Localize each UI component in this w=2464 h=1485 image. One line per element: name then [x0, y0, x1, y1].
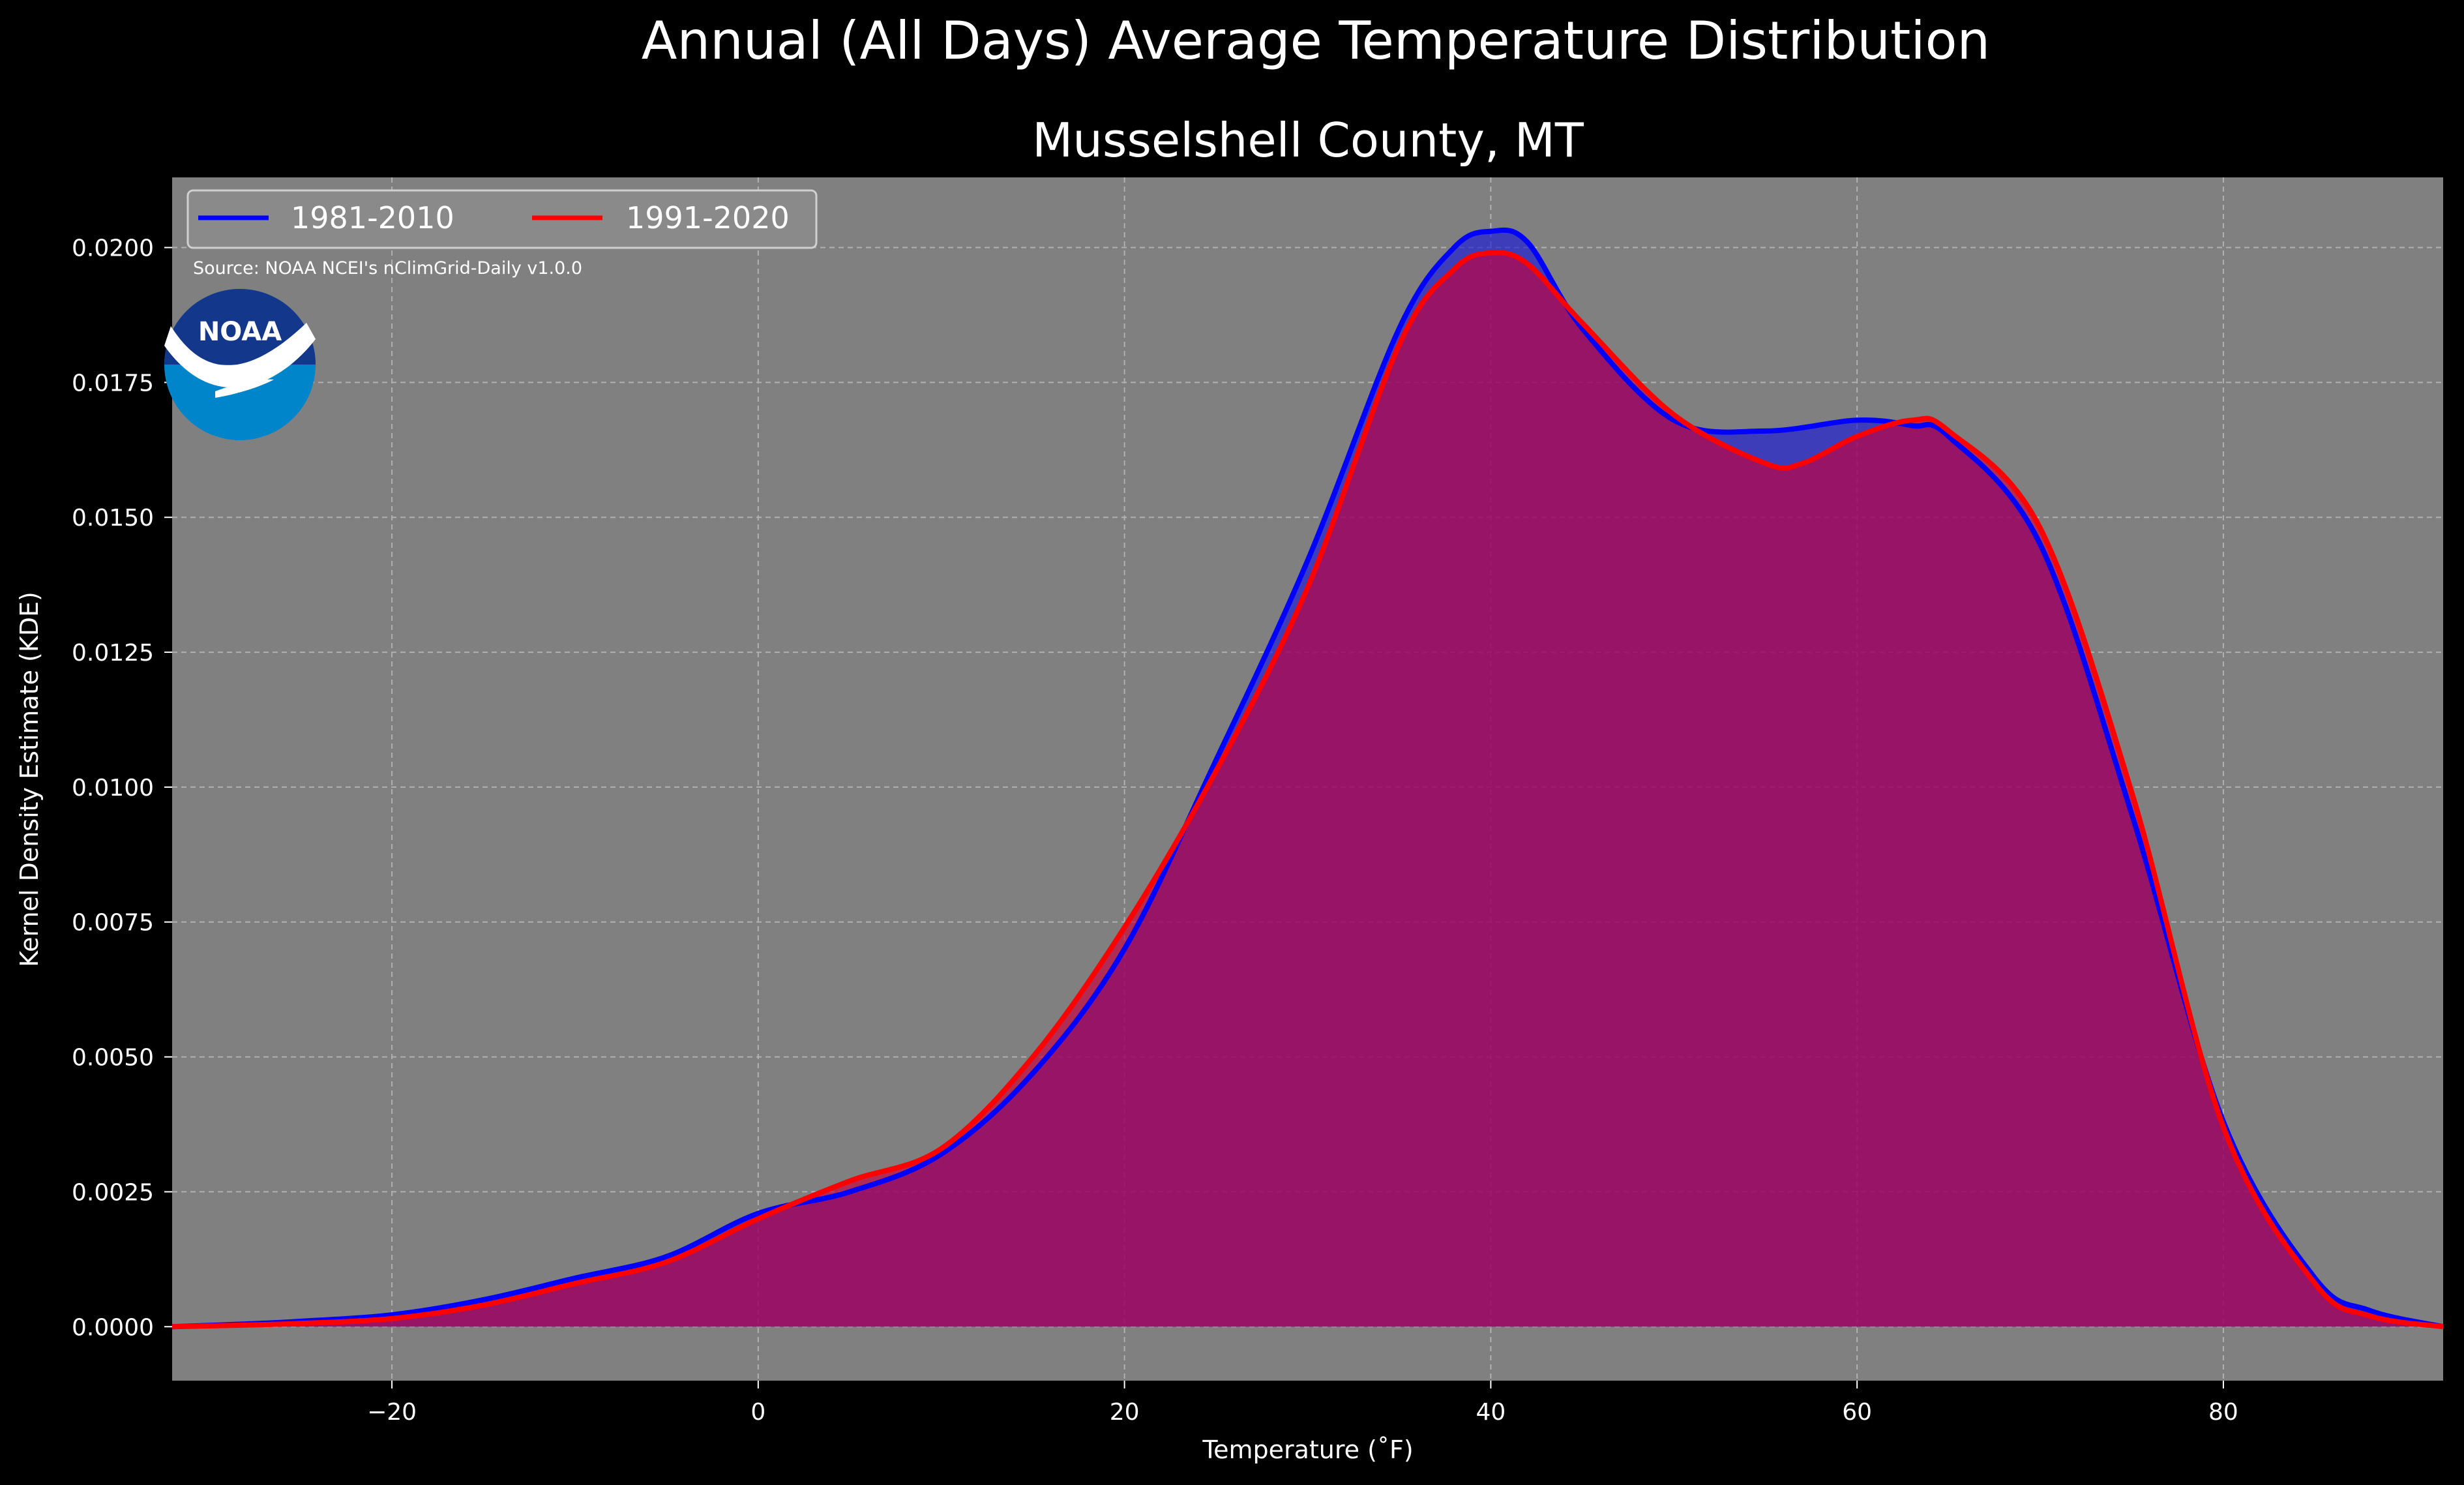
y-tick-label-7: 0.0175: [72, 370, 154, 397]
chart-title: Annual (All Days) Average Temperature Di…: [642, 10, 1990, 71]
x-tick-label-5: 80: [2208, 1399, 2238, 1426]
y-tick-label-3: 0.0075: [72, 910, 154, 937]
legend: 1981-2010 1991-2020: [186, 189, 818, 249]
y-axis-label: Kernel Density Estimate (KDE): [15, 592, 44, 967]
series-line-1991-2020: [172, 250, 2443, 1330]
y-tick-label-5: 0.0125: [72, 640, 154, 667]
y-tick-label-8: 0.0200: [72, 235, 154, 262]
legend-label-1991-2020: 1991-2020: [626, 200, 790, 235]
legend-label-1981-2010: 1981-2010: [291, 200, 454, 235]
y-axis-ticks: 0.0000 0.0025 0.0050 0.0075 0.0100 0.0125 0.01…: [72, 235, 172, 1341]
x-tick-label-0: −20: [367, 1399, 417, 1426]
series-area-1991-2020: [172, 252, 2443, 1327]
noaa-logo: NOAA: [164, 289, 316, 440]
source-note: Source: NOAA NCEI's nClimGrid-Daily v1.0…: [193, 258, 582, 278]
x-tick-label-3: 40: [1476, 1399, 1506, 1426]
legend-box: [186, 189, 818, 249]
x-tick-label-1: 0: [750, 1399, 765, 1426]
y-tick-label-2: 0.0050: [72, 1045, 154, 1072]
x-axis-ticks: −20 0 20 40 60 80: [367, 1381, 2238, 1426]
x-tick-label-4: 60: [1842, 1399, 1872, 1426]
y-tick-label-1: 0.0025: [72, 1179, 154, 1206]
series-layer: [172, 227, 2443, 1330]
series-line-1981-2010: [172, 227, 2443, 1330]
x-axis-label: Temperature (˚F): [1202, 1435, 1413, 1464]
y-tick-label-4: 0.0100: [72, 775, 154, 802]
y-tick-label-6: 0.0150: [72, 505, 154, 532]
x-tick-label-2: 20: [1110, 1399, 1140, 1426]
y-tick-label-0: 0.0000: [72, 1314, 154, 1341]
chart-subtitle: Musselshell County, MT: [1032, 113, 1584, 168]
noaa-logo-text: NOAA: [198, 317, 282, 347]
